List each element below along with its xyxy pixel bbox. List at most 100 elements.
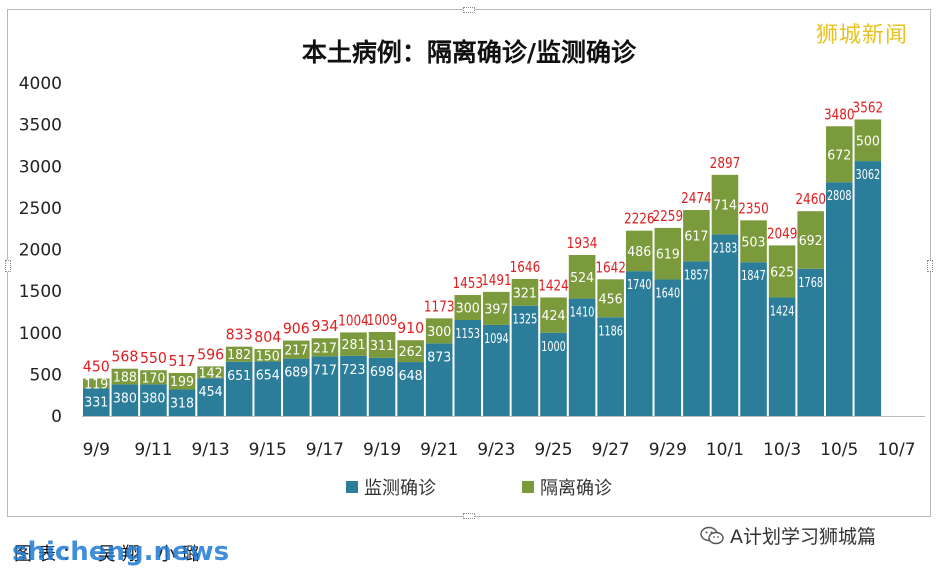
data-label-total: 2474 [681, 189, 712, 207]
data-label-total: 906 [283, 320, 310, 338]
data-label-monitor: 1640 [656, 286, 681, 301]
data-label-monitor: 2183 [713, 241, 738, 256]
y-tick-label: 500 [30, 365, 62, 385]
y-tick-label: 0 [51, 407, 62, 427]
data-label-quarantine: 150 [256, 349, 280, 364]
data-label-quarantine: 397 [484, 302, 508, 317]
bar-monitor [197, 378, 224, 416]
data-label-total: 1491 [481, 271, 512, 289]
y-tick-label: 1000 [19, 324, 62, 344]
resize-handle-top[interactable] [463, 7, 475, 13]
bar-quarantine [168, 372, 196, 390]
wechat-account-name: A计划学习狮城篇 [730, 526, 876, 548]
bar-monitor [540, 332, 567, 416]
data-label-monitor: 1847 [741, 269, 766, 284]
y-tick-label: 3000 [19, 157, 62, 177]
data-label-monitor: 873 [427, 350, 451, 365]
bar-monitor [397, 362, 424, 416]
bar-quarantine [683, 210, 710, 262]
y-axis: 4000 3500 3000 2500 2000 1500 1000 500 0 [19, 74, 62, 427]
watermark: shicheng.news [12, 537, 230, 567]
data-label-quarantine: 300 [427, 325, 451, 340]
bar-quarantine [568, 254, 596, 299]
bar-monitor [454, 320, 482, 416]
bar-monitor [225, 361, 253, 416]
bar-monitor [597, 317, 624, 416]
x-tick-label: 9/29 [649, 440, 687, 460]
x-tick-label: 9/11 [134, 440, 172, 460]
resize-handle-left[interactable] [5, 260, 11, 272]
legend-swatch-monitor [346, 481, 358, 493]
bar-quarantine [111, 368, 139, 385]
data-label-quarantine: 217 [284, 344, 308, 359]
bar-quarantine [511, 278, 539, 306]
x-tick-label: 9/21 [420, 440, 458, 460]
x-axis: 9/9 9/11 9/13 9/15 9/17 9/19 9/21 9/23 9/25 9/27 9… [82, 416, 925, 460]
chart: 本土病例：隔离确诊/监测确诊 4000350030002500200015001… [19, 38, 925, 499]
data-label-quarantine: 321 [513, 286, 537, 301]
data-label-quarantine: 524 [570, 271, 594, 286]
bar-quarantine [540, 297, 567, 333]
data-label-monitor: 654 [256, 369, 280, 384]
data-label-monitor: 331 [84, 395, 108, 410]
data-label-quarantine: 182 [227, 348, 251, 363]
data-label-quarantine: 424 [542, 309, 566, 324]
data-label-total: 3480 [824, 105, 855, 123]
data-label-quarantine: 281 [341, 338, 365, 353]
bar-quarantine [311, 338, 339, 357]
bar-quarantine [854, 119, 882, 162]
bar-monitor [568, 298, 596, 416]
bar-monitor [740, 262, 767, 416]
data-label-total: 568 [111, 348, 138, 366]
data-label-monitor: 380 [141, 391, 165, 406]
data-label-total: 1642 [595, 258, 626, 276]
data-label-monitor: 648 [399, 369, 423, 384]
data-label-monitor: 1153 [455, 327, 480, 342]
data-label-total: 1453 [452, 274, 483, 292]
data-label-quarantine: 625 [770, 265, 794, 280]
bar-quarantine [483, 291, 510, 325]
data-label-monitor: 1094 [484, 332, 509, 347]
bar-monitor [425, 343, 453, 416]
x-tick-label: 9/17 [306, 440, 344, 460]
data-label-total: 1934 [567, 234, 598, 252]
data-label-monitor: 698 [370, 365, 394, 380]
x-tick-label: 10/5 [820, 440, 858, 460]
data-label-monitor: 380 [113, 391, 137, 406]
chart-title: 本土病例：隔离确诊/监测确诊 [302, 38, 637, 67]
data-label-total: 804 [254, 328, 281, 346]
data-label-quarantine: 500 [856, 134, 880, 149]
data-label-monitor: 1768 [798, 276, 823, 291]
resize-handle-bottom[interactable] [463, 513, 475, 519]
x-tick-label: 9/19 [363, 440, 401, 460]
data-label-total: 550 [140, 349, 167, 367]
data-label-total: 517 [169, 352, 196, 370]
x-tick-label: 9/15 [249, 440, 287, 460]
legend-swatch-quarantine [522, 481, 534, 493]
data-label-total: 1424 [538, 276, 569, 294]
data-label-total: 1004 [338, 311, 369, 329]
data-label-quarantine: 300 [456, 302, 480, 317]
data-label-quarantine: 199 [170, 375, 194, 390]
bar-quarantine [740, 220, 767, 263]
bar-quarantine [711, 174, 739, 235]
bar-quarantine [625, 230, 653, 272]
data-label-monitor: 1424 [770, 304, 795, 319]
bar-quarantine [340, 332, 367, 356]
data-label-quarantine: 486 [627, 245, 651, 260]
brand-logo: 狮城新闻 [816, 23, 909, 48]
data-label-total: 2259 [653, 207, 684, 225]
data-label-total: 1009 [367, 311, 398, 329]
bar-monitor [711, 234, 739, 416]
data-label-total: 2897 [710, 154, 741, 172]
bar-monitor [111, 384, 139, 416]
x-tick-label: 9/23 [477, 440, 515, 460]
bar-quarantine [654, 227, 682, 280]
data-label-quarantine: 262 [399, 345, 423, 360]
data-label-total: 2049 [767, 224, 798, 242]
data-label-quarantine: 142 [199, 366, 223, 381]
data-label-monitor: 1186 [598, 324, 623, 339]
data-label-monitor: 454 [199, 385, 223, 400]
bar-monitor [340, 355, 367, 416]
resize-handle-right[interactable] [927, 260, 933, 272]
